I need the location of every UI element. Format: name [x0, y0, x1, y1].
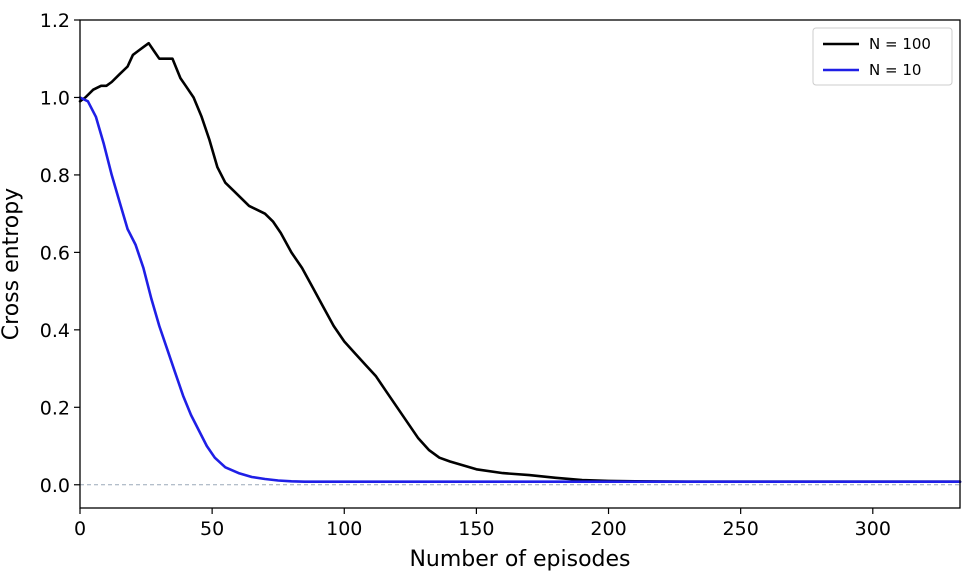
y-tick-label: 1.0: [40, 87, 70, 109]
legend-label-series-0: N = 100: [869, 35, 931, 53]
x-tick-label: 200: [590, 518, 626, 540]
x-tick-label: 150: [458, 518, 494, 540]
legend: N = 100 N = 10: [812, 27, 953, 86]
y-tick-label: 0.0: [40, 475, 70, 497]
x-tick-label: 0: [74, 518, 86, 540]
y-tick-label: 1.2: [40, 10, 70, 32]
y-axis-label: Cross entropy: [0, 188, 24, 340]
x-tick-label: 300: [855, 518, 891, 540]
y-tick-label: 0.2: [40, 397, 70, 419]
x-tick-label: 250: [723, 518, 759, 540]
plot-area-frame: [79, 19, 961, 509]
x-axis-label: Number of episodes: [409, 547, 630, 572]
legend-label-series-1: N = 10: [869, 61, 921, 79]
x-tick-label: 100: [326, 518, 362, 540]
y-tick-label: 0.6: [40, 242, 70, 264]
x-tick-label: 50: [200, 518, 224, 540]
y-tick-label: 0.4: [40, 320, 70, 342]
series-line-1: [78, 96, 962, 484]
series-line-0: [78, 41, 962, 484]
y-tick-label: 0.8: [40, 165, 70, 187]
